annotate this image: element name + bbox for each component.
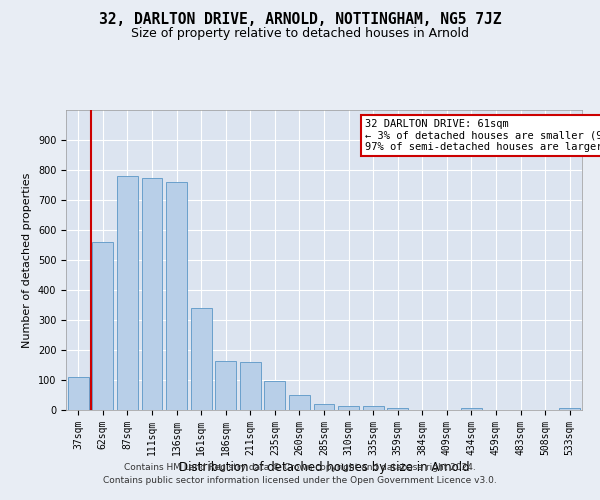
Bar <box>461 408 482 410</box>
X-axis label: Distribution of detached houses by size in Arnold: Distribution of detached houses by size … <box>179 460 469 473</box>
Bar <box>166 182 187 410</box>
Y-axis label: Number of detached properties: Number of detached properties <box>22 172 32 348</box>
Bar <box>92 242 113 410</box>
Bar <box>191 308 212 410</box>
Bar <box>362 406 383 410</box>
Bar <box>289 395 310 410</box>
Bar <box>68 377 89 410</box>
Text: 32 DARLTON DRIVE: 61sqm
← 3% of detached houses are smaller (90)
97% of semi-det: 32 DARLTON DRIVE: 61sqm ← 3% of detached… <box>365 119 600 152</box>
Text: Size of property relative to detached houses in Arnold: Size of property relative to detached ho… <box>131 28 469 40</box>
Text: 32, DARLTON DRIVE, ARNOLD, NOTTINGHAM, NG5 7JZ: 32, DARLTON DRIVE, ARNOLD, NOTTINGHAM, N… <box>99 12 501 28</box>
Bar <box>265 381 286 410</box>
Bar <box>559 408 580 410</box>
Bar <box>387 408 408 410</box>
Bar <box>215 361 236 410</box>
Bar <box>142 178 163 410</box>
Text: Contains public sector information licensed under the Open Government Licence v3: Contains public sector information licen… <box>103 476 497 485</box>
Bar <box>314 404 334 410</box>
Bar <box>117 176 138 410</box>
Bar <box>338 406 359 410</box>
Text: Contains HM Land Registry data © Crown copyright and database right 2024.: Contains HM Land Registry data © Crown c… <box>124 464 476 472</box>
Bar <box>240 362 261 410</box>
